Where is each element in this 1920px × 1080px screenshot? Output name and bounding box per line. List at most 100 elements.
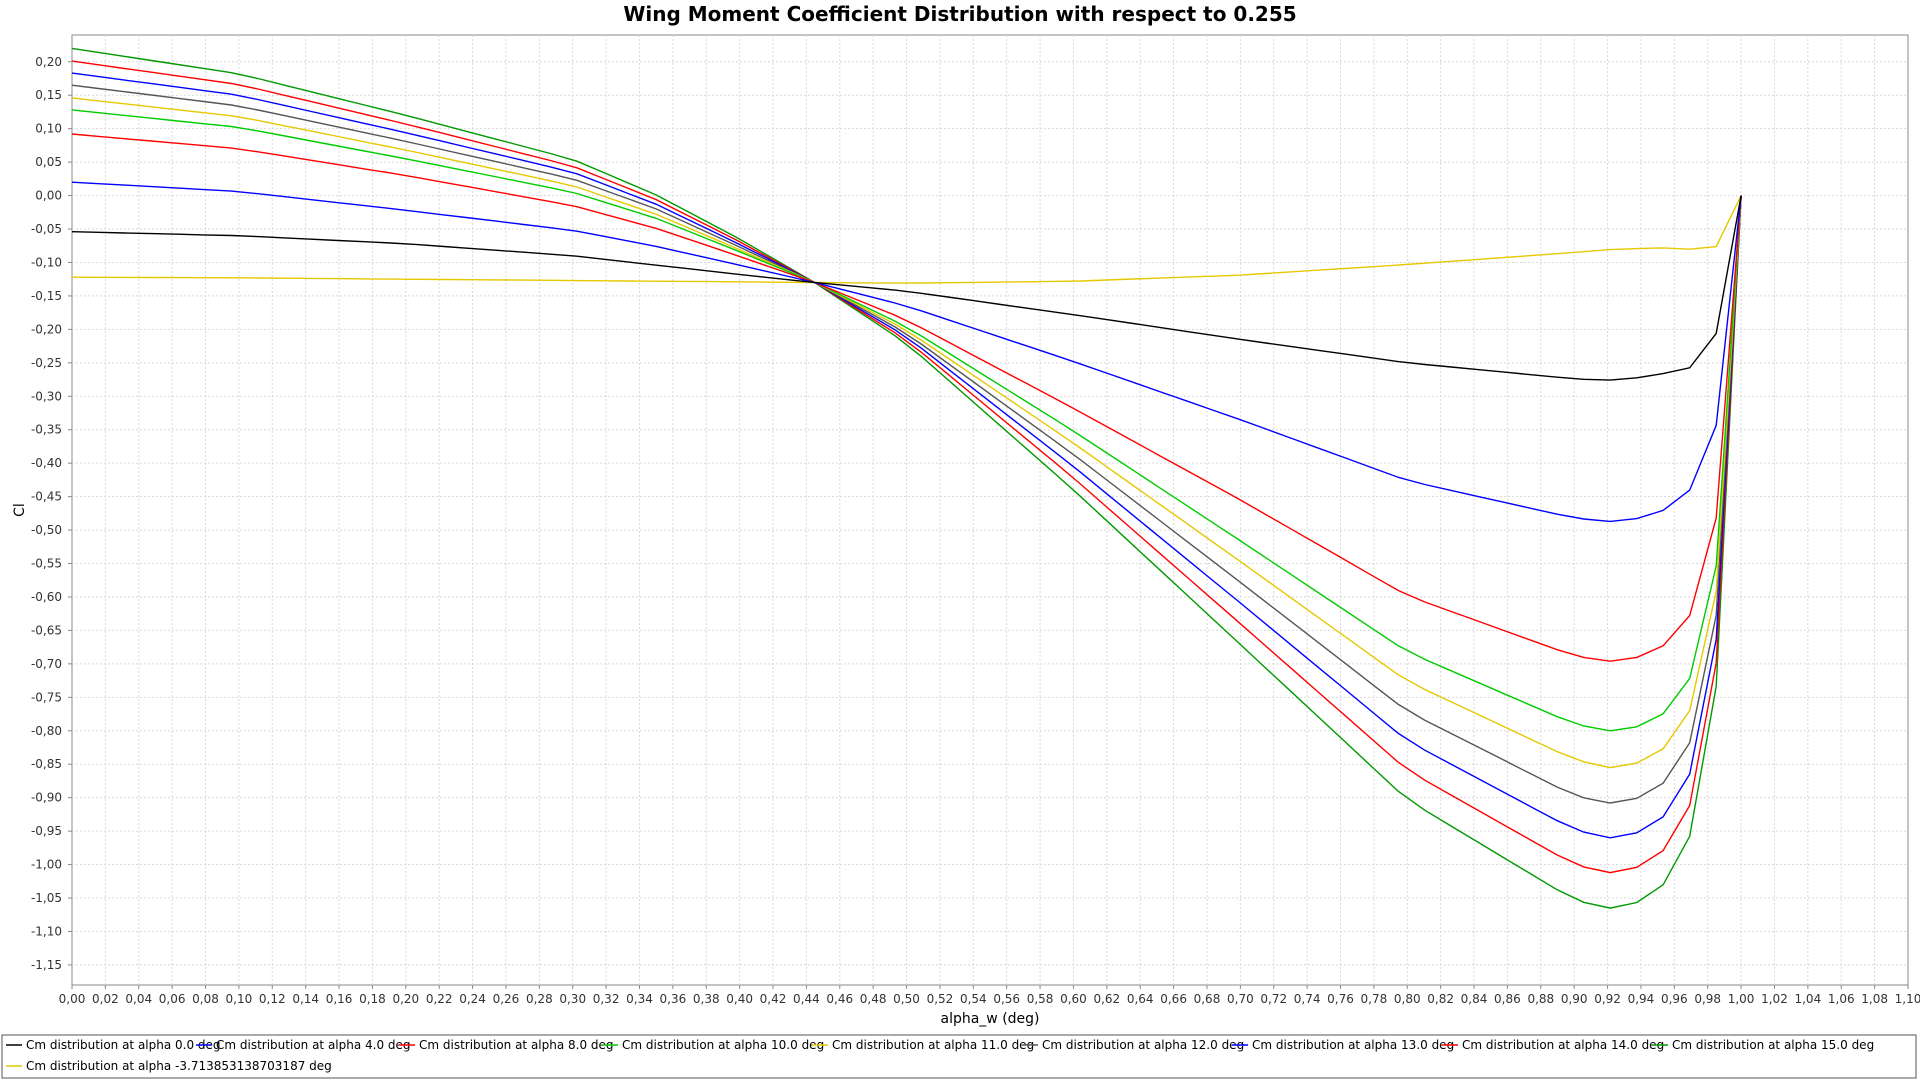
series-line-2 [71,133,1742,662]
series-line-6 [71,72,1742,839]
legend-label-0: Cm distribution at alpha 0.0 deg [26,1038,221,1052]
x-tick-label: 0,54 [960,992,987,1006]
y-tick-label: -0,85 [31,757,62,771]
x-tick-label: 0,72 [1260,992,1287,1006]
x-tick-label: 0,28 [526,992,553,1006]
x-tick-label: 0,26 [493,992,520,1006]
x-tick-label: 0,62 [1093,992,1120,1006]
y-tick-label: -0,65 [31,623,62,637]
x-tick-label: 0,80 [1394,992,1421,1006]
x-tick-label: 1,06 [1828,992,1855,1006]
x-tick-label: 0,36 [660,992,687,1006]
x-tick-label: 0,42 [760,992,787,1006]
legend-label-3: Cm distribution at alpha 10.0 deg [622,1038,824,1052]
y-axis-label: Cl [12,503,28,517]
x-tick-label: 0,00 [59,992,86,1006]
x-tick-label: 0,18 [359,992,386,1006]
y-tick-label: -0,60 [31,590,62,604]
y-tick-label: -1,05 [31,891,62,905]
x-tick-label: 0,90 [1561,992,1588,1006]
x-tick-label: 0,96 [1661,992,1688,1006]
x-tick-label: 0,98 [1694,992,1721,1006]
x-tick-label: 0,10 [226,992,253,1006]
x-tick-label: 0,66 [1160,992,1187,1006]
legend-label-8: Cm distribution at alpha 15.0 deg [1672,1038,1874,1052]
x-tick-label: 0,38 [693,992,720,1006]
x-tick-label: 1,00 [1728,992,1755,1006]
y-tick-label: -0,95 [31,824,62,838]
x-tick-label: 0,60 [1060,992,1087,1006]
y-tick-label: -0,50 [31,523,62,537]
x-tick-label: 0,30 [559,992,586,1006]
y-tick-label: -0,20 [31,322,62,336]
x-tick-label: 0,50 [893,992,920,1006]
x-tick-label: 0,86 [1494,992,1521,1006]
legend-label-6: Cm distribution at alpha 13.0 deg [1252,1038,1454,1052]
legend-label-4: Cm distribution at alpha 11.0 deg [832,1038,1034,1052]
x-tick-label: 0,06 [159,992,186,1006]
y-tick-label: -0,55 [31,557,62,571]
series-line-0 [71,195,1742,381]
x-tick-label: 0,40 [726,992,753,1006]
x-tick-label: 0,94 [1628,992,1655,1006]
y-tick-label: -1,15 [31,958,62,972]
x-tick-label: 0,46 [826,992,853,1006]
legend-label-2: Cm distribution at alpha 8.0 deg [419,1038,614,1052]
series-line-4 [71,97,1742,769]
x-tick-label: 1,08 [1861,992,1888,1006]
x-tick-label: 0,76 [1327,992,1354,1006]
legend-label-5: Cm distribution at alpha 12.0 deg [1042,1038,1244,1052]
x-tick-label: 0,24 [459,992,486,1006]
series-line-5 [71,84,1742,804]
x-tick-label: 0,02 [92,992,119,1006]
y-tick-label: -0,30 [31,389,62,403]
x-tick-label: 0,32 [593,992,620,1006]
series-line-8 [71,47,1742,909]
y-tick-label: 0,00 [35,189,62,203]
x-tick-label: 0,16 [326,992,353,1006]
x-tick-label: 0,78 [1361,992,1388,1006]
x-tick-label: 0,04 [125,992,152,1006]
x-tick-label: 0,58 [1027,992,1054,1006]
x-tick-label: 0,08 [192,992,219,1006]
x-tick-label: 0,44 [793,992,820,1006]
series-line-3 [71,109,1742,732]
x-tick-label: 0,64 [1127,992,1154,1006]
x-tick-label: 0,12 [259,992,286,1006]
y-tick-label: -0,10 [31,255,62,269]
x-tick-label: 0,56 [993,992,1020,1006]
y-tick-label: -0,40 [31,456,62,470]
y-tick-label: -0,70 [31,657,62,671]
y-tick-label: 0,10 [35,122,62,136]
x-tick-label: 0,14 [292,992,319,1006]
x-tick-label: 0,52 [927,992,954,1006]
x-tick-label: 0,22 [426,992,453,1006]
x-tick-label: 0,34 [626,992,653,1006]
y-tick-label: -1,10 [31,924,62,938]
plot-area [71,34,1909,986]
x-tick-label: 0,84 [1461,992,1488,1006]
y-tick-label: 0,15 [35,88,62,102]
y-tick-label: -0,80 [31,724,62,738]
x-tick-label: 0,82 [1427,992,1454,1006]
y-tick-label: -0,15 [31,289,62,303]
series-line-7 [71,60,1742,874]
chart-title: Wing Moment Coefficient Distribution wit… [623,2,1297,26]
y-tick-label: -0,05 [31,222,62,236]
y-tick-label: -0,25 [31,356,62,370]
x-tick-label: 0,74 [1294,992,1321,1006]
series-line-1 [71,181,1742,523]
x-tick-label: 0,88 [1527,992,1554,1006]
y-tick-label: 0,05 [35,155,62,169]
y-tick-label: -0,90 [31,791,62,805]
x-axis-label: alpha_w (deg) [940,1011,1039,1027]
x-tick-label: 0,48 [860,992,887,1006]
x-tick-label: 1,02 [1761,992,1788,1006]
legend-label-7: Cm distribution at alpha 14.0 deg [1462,1038,1664,1052]
y-tick-label: 0,20 [35,55,62,69]
x-tick-label: 0,92 [1594,992,1621,1006]
legend-label-1: Cm distribution at alpha 4.0 deg [216,1038,411,1052]
series-line-9 [71,195,1742,284]
